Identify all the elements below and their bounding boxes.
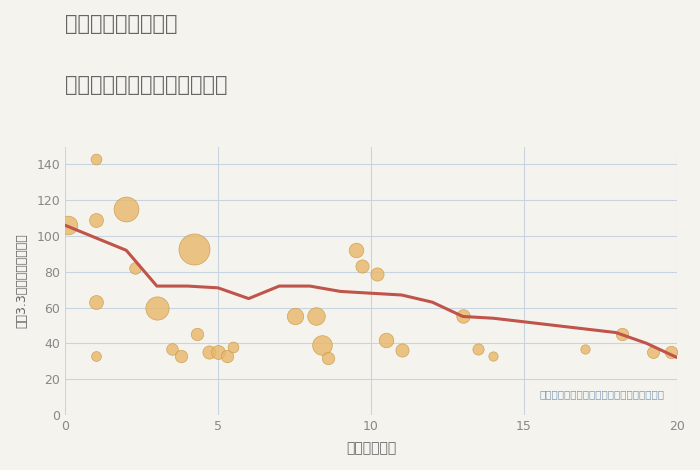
Point [289,313,300,320]
Point [228,343,239,351]
Point [310,313,321,320]
Point [120,205,132,213]
Point [457,313,468,320]
Point [188,245,199,252]
Point [323,354,334,361]
Point [203,348,214,356]
Point [356,263,368,270]
Point [372,270,383,277]
Point [176,352,187,360]
Point [130,265,141,272]
Y-axis label: 平（3.3㎡）単価（万円）: 平（3.3㎡）単価（万円） [15,233,28,328]
Text: 大阪府八尾市水越の: 大阪府八尾市水越の [65,14,178,34]
Point [90,352,101,360]
Point [647,348,658,356]
Point [316,341,328,349]
Point [473,345,484,352]
Point [167,345,178,352]
X-axis label: 駅距離（分）: 駅距離（分） [346,441,396,455]
Point [396,347,407,354]
Point [350,247,361,254]
Point [90,216,101,224]
Point [90,298,101,306]
Point [488,352,499,360]
Point [90,156,101,163]
Point [213,348,224,356]
Point [191,330,202,338]
Text: 駅距離別中古マンション価格: 駅距離別中古マンション価格 [65,75,228,95]
Point [222,352,233,360]
Point [617,330,628,338]
Point [665,348,676,356]
Text: 円の大きさは、取引のあった物件面積を示す: 円の大きさは、取引のあった物件面積を示す [540,389,665,399]
Point [62,221,74,229]
Point [381,336,392,344]
Point [151,304,162,311]
Point [580,345,591,352]
